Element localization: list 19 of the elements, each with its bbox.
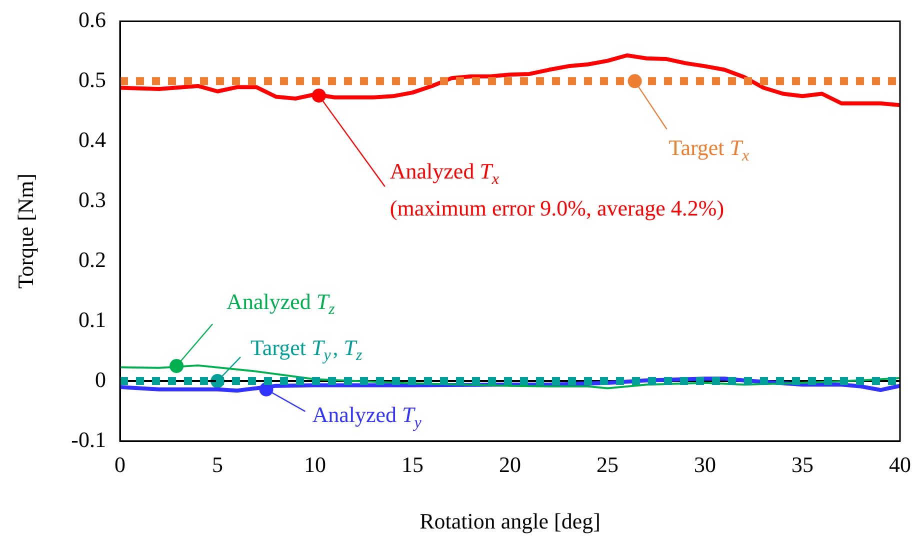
x-tick-label: 0 — [114, 452, 126, 477]
y-tick-label: 0.5 — [78, 66, 106, 92]
y-tick-label: 0.6 — [78, 6, 106, 32]
y-tick-label: 0.1 — [78, 306, 106, 332]
x-tick-label: 15 — [402, 452, 424, 477]
y-tick-label: 0 — [95, 366, 106, 392]
x-tick-label: 20 — [499, 452, 521, 477]
x-tick-label: 30 — [694, 452, 716, 477]
x-tick-label: 5 — [212, 452, 223, 477]
x-tick-label: 10 — [304, 452, 326, 477]
x-tick-label: 40 — [889, 452, 911, 477]
x-tick-label: 35 — [792, 452, 814, 477]
y-tick-label: -0.1 — [71, 426, 106, 452]
x-axis-title: Rotation angle [deg] — [420, 508, 600, 534]
y-tick-label: 0.4 — [78, 126, 106, 152]
y-tick-label: 0.2 — [78, 246, 106, 272]
y-tick-label: 0.3 — [78, 186, 106, 212]
x-tick-label: 25 — [596, 452, 618, 477]
y-axis-title: Torque [Nm] — [12, 174, 38, 289]
